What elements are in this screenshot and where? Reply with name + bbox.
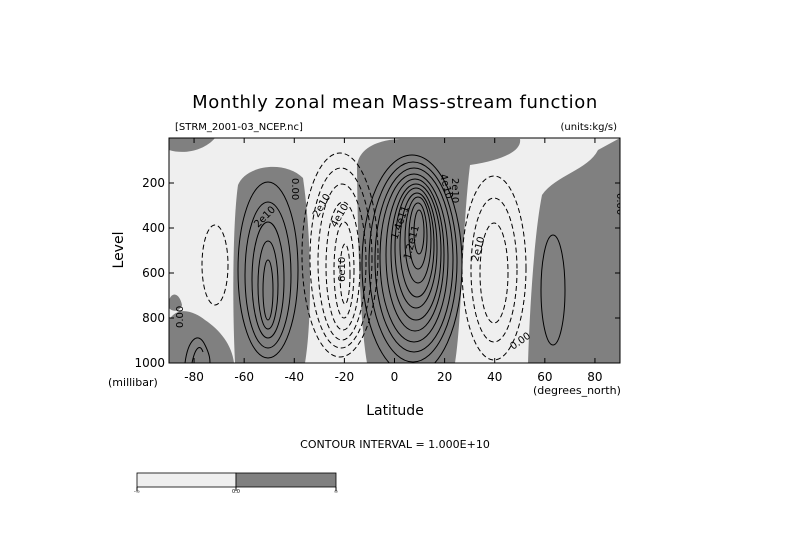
- y-tick-label: 1000: [134, 356, 165, 370]
- y-axis-unit: (millibar): [108, 376, 158, 389]
- colorbar-label-min: -∞: [134, 489, 140, 495]
- shade-sh-topleft: [169, 138, 215, 152]
- x-axis-unit: (degrees_north): [533, 384, 621, 397]
- x-tick-label: -40: [284, 370, 304, 384]
- hadley-contours: [361, 154, 463, 363]
- shade-sh-left-edge: [169, 294, 182, 311]
- colorbar-label-zero: 0.0: [232, 489, 240, 495]
- shade-nh-high-lat-cell: [528, 138, 620, 363]
- x-tick-label: 20: [437, 370, 452, 384]
- x-tick-label: 40: [487, 370, 502, 384]
- sh-highlat-contours: [201, 224, 229, 306]
- nh-highlat-contours: [540, 234, 566, 346]
- x-tick-label: 60: [537, 370, 552, 384]
- chart-subtitle-file: [STRM_2001-03_NCEP.nc]: [175, 122, 303, 133]
- contour-label: 0.00: [289, 178, 300, 200]
- shade-sh-polar-cell: [233, 166, 311, 363]
- x-tick-label: -20: [335, 370, 355, 384]
- contour-interval-note: CONTOUR INTERVAL = 1.000E+10: [300, 438, 490, 451]
- chart-subtitle-units: (units:kg/s): [561, 122, 618, 133]
- surface-contours: [184, 337, 211, 363]
- y-tick-label: 800: [142, 311, 165, 325]
- colorbar: -∞ 0.0 ∞: [134, 472, 338, 495]
- y-tick-label: 400: [142, 221, 165, 235]
- y-axis-label: Level: [111, 232, 127, 269]
- contour-label: 6e10: [337, 257, 348, 282]
- x-axis: -80 -60 -40 -20 0 20 40 60 80: [184, 138, 603, 384]
- contour-label: 2e10: [449, 178, 460, 203]
- chart-title: Monthly zonal mean Mass-stream function: [192, 92, 598, 113]
- x-tick-label: -60: [234, 370, 254, 384]
- colorbar-label-max: ∞: [334, 489, 338, 495]
- plot-area: 0.00 2e10 2e10 4e10 6e10 1.4e11 1.2e11 2…: [169, 138, 625, 363]
- nh-ferrel-contours: [461, 175, 527, 361]
- x-tick-label: 0: [391, 370, 399, 384]
- x-axis-label: Latitude: [366, 403, 424, 419]
- colorbar-positive: [235, 472, 337, 488]
- sh-polar-contours: [237, 181, 299, 359]
- sh-ferrel-contours: [301, 152, 379, 358]
- x-tick-label: 80: [587, 370, 602, 384]
- shade-sh-surface-cell: [169, 311, 234, 363]
- y-tick-label: 600: [142, 266, 165, 280]
- contour-label: 0.00: [175, 306, 186, 328]
- shade-hadley-cell: [356, 139, 521, 363]
- x-tick-label: -80: [184, 370, 204, 384]
- y-tick-label: 200: [142, 176, 165, 190]
- contour-label: 0.00: [614, 193, 625, 215]
- y-axis: 200 400 600 800 1000: [134, 176, 620, 370]
- colorbar-negative: [136, 472, 237, 488]
